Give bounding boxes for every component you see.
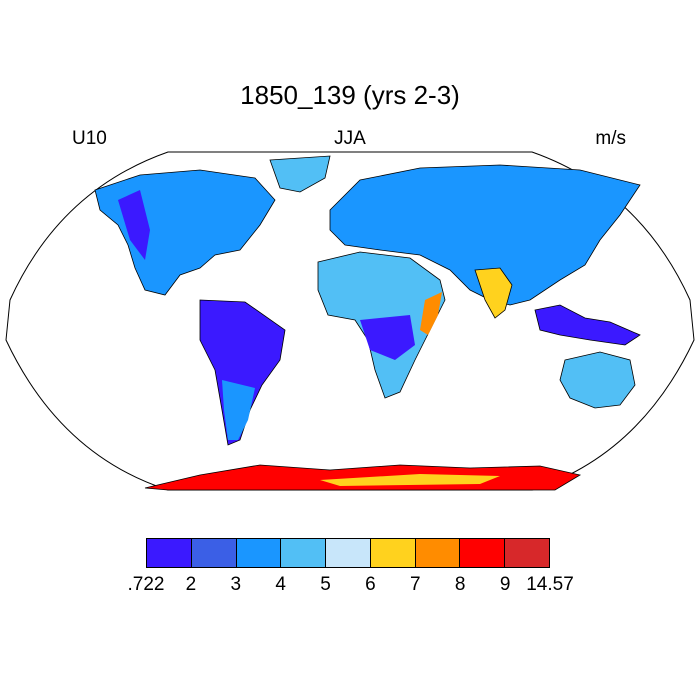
- colorbar-swatch: [326, 539, 371, 567]
- colorbar-swatch: [236, 539, 282, 567]
- eurasia-region: [329, 164, 641, 306]
- south-america-south: [222, 380, 255, 440]
- colorbar-tick-label: 8: [454, 574, 466, 595]
- colorbar-swatch: [460, 539, 506, 567]
- colorbar-swatch: [147, 539, 192, 567]
- colorbar-tick-label: 2: [185, 574, 197, 595]
- colorbar-tick-label: .722: [127, 574, 165, 595]
- variable-label: U10: [72, 128, 107, 149]
- north-america-west: [118, 190, 150, 260]
- land-masses: [94, 155, 641, 491]
- colorbar-swatch: [191, 539, 237, 567]
- colorbar-tick-label: 9: [499, 574, 511, 595]
- colorbar-tick-label: 5: [320, 574, 331, 595]
- australia-region: [559, 351, 636, 409]
- colorbar-tick-label: 6: [365, 574, 376, 595]
- colorbar-swatch: [505, 539, 550, 567]
- horn-of-africa-hotspot: [420, 292, 442, 335]
- southeast-asia-islands: [534, 304, 641, 346]
- colorbar-tick-label: 4: [275, 574, 286, 595]
- season-label: JJA: [334, 128, 366, 149]
- colorbar: [146, 538, 550, 568]
- colorbar-swatch: [415, 539, 461, 567]
- india-region: [474, 267, 513, 319]
- africa-central: [360, 315, 415, 360]
- units-label: m/s: [595, 128, 626, 149]
- colorbar-tick-label: 14.57: [526, 574, 574, 595]
- colorbar-tick-label: 3: [230, 574, 242, 595]
- map-title: 1850_139 (yrs 2-3): [240, 80, 460, 110]
- colorbar-swatch: [281, 539, 327, 567]
- antarctica-inner: [320, 474, 500, 486]
- greenland-region: [269, 155, 331, 193]
- colorbar-swatch: [370, 539, 416, 567]
- colorbar-tick-label: 7: [410, 574, 421, 595]
